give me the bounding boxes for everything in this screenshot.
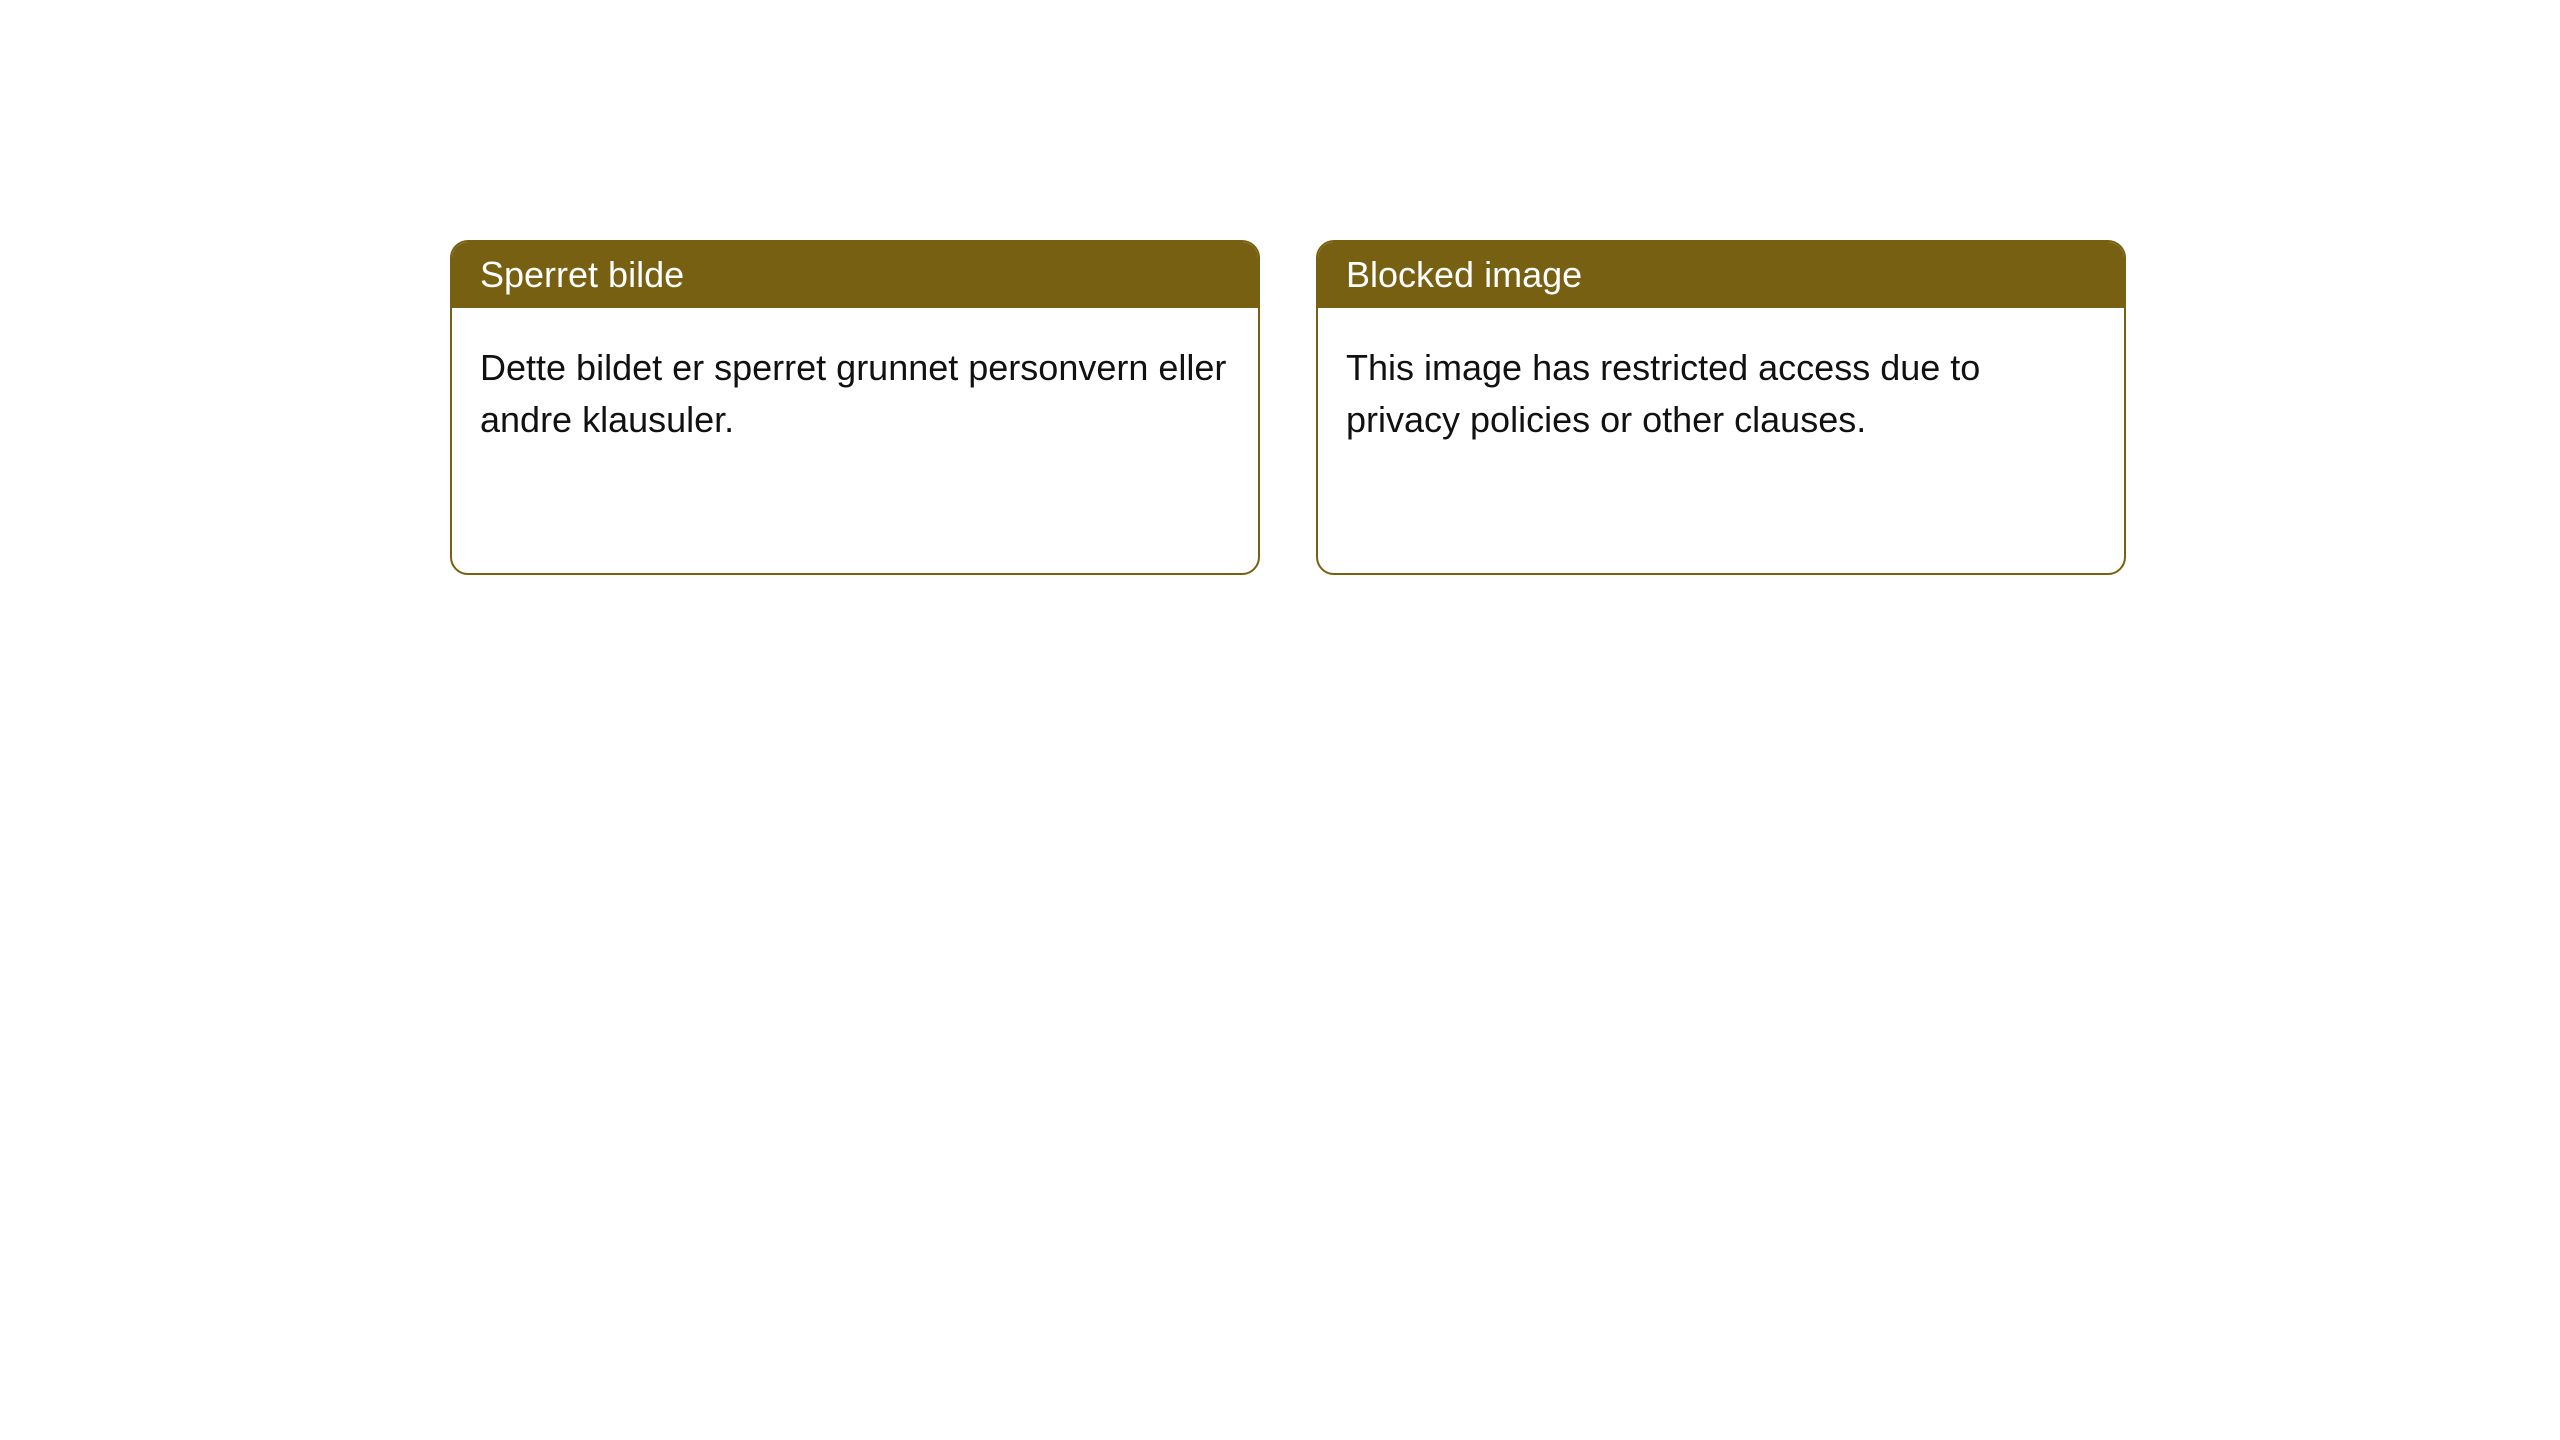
notice-card-norwegian: Sperret bilde Dette bildet er sperret gr… [450, 240, 1260, 575]
card-header: Blocked image [1318, 242, 2124, 308]
notice-card-english: Blocked image This image has restricted … [1316, 240, 2126, 575]
card-body: Dette bildet er sperret grunnet personve… [452, 308, 1258, 480]
card-header: Sperret bilde [452, 242, 1258, 308]
notice-cards-container: Sperret bilde Dette bildet er sperret gr… [450, 240, 2560, 575]
card-body: This image has restricted access due to … [1318, 308, 2124, 480]
